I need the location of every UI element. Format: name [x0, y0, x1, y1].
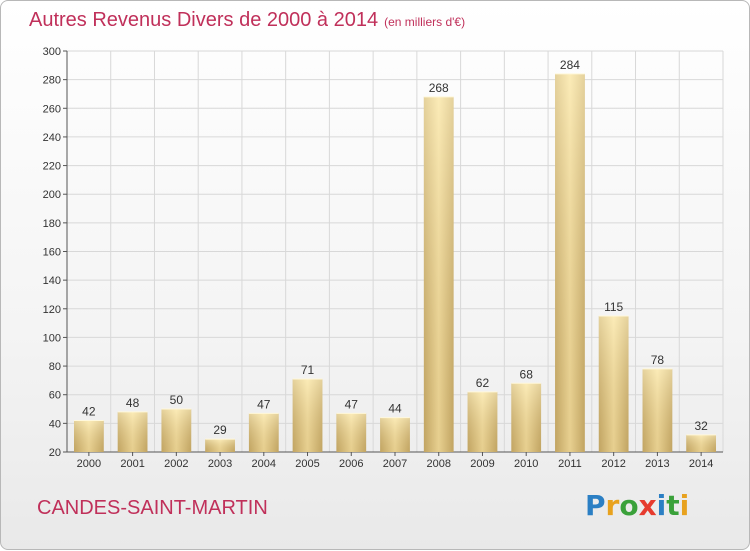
x-tick-label: 2007 — [383, 458, 407, 470]
logo-letter: i — [656, 489, 667, 522]
logo-letter: x — [638, 489, 657, 522]
y-tick-label: 220 — [43, 161, 61, 173]
y-tick-label: 280 — [43, 75, 61, 87]
tick-labels: 20 40 60 80 100 120 140 160 180 200 220 240 260 280 30… — [43, 46, 714, 470]
chart-title: Autres Revenus Divers de 2000 à 2014 (en … — [29, 9, 465, 32]
bar-shade — [598, 315, 629, 452]
bar-shade — [73, 420, 104, 452]
y-tick-label: 60 — [49, 390, 61, 402]
data-label: 71 — [301, 363, 315, 377]
x-tick-label: 2006 — [339, 458, 363, 470]
y-tick-label: 300 — [43, 46, 61, 58]
data-label: 29 — [213, 423, 227, 437]
y-tick-label: 240 — [43, 132, 61, 144]
x-tick-label: 2008 — [426, 458, 450, 470]
x-tick-label: 2011 — [558, 458, 582, 470]
bar-shade — [161, 409, 192, 452]
x-tick-label: 2014 — [689, 458, 713, 470]
data-label: 115 — [604, 300, 623, 314]
logo-letter: t — [666, 489, 680, 522]
x-tick-label: 2009 — [470, 458, 494, 470]
y-tick-label: 20 — [49, 447, 61, 459]
data-label: 62 — [476, 376, 490, 390]
data-label: 78 — [651, 353, 665, 367]
y-tick-label: 200 — [43, 189, 61, 201]
proxiti-logo: Proxiti — [585, 489, 689, 522]
x-tick-label: 2004 — [252, 458, 276, 470]
bar-shade — [686, 434, 717, 452]
y-tick-label: 80 — [49, 361, 61, 373]
data-label: 50 — [170, 393, 184, 407]
data-label: 42 — [82, 404, 96, 418]
city-name: CANDES-SAINT-MARTIN — [37, 497, 268, 519]
bar-shade — [336, 413, 367, 452]
data-label: 44 — [388, 402, 402, 416]
bar-shade — [380, 417, 410, 452]
x-tick-label: 2012 — [601, 458, 625, 470]
logo-letter: P — [585, 489, 606, 522]
y-tick-label: 260 — [43, 103, 61, 115]
x-tick-label: 2001 — [120, 458, 144, 470]
title-text: Autres Revenus Divers de 2000 à 2014 — [29, 9, 379, 31]
logo-letter: i — [679, 489, 690, 522]
x-tick-label: 2005 — [295, 458, 319, 470]
bar-shade — [511, 383, 542, 452]
bar-shade — [117, 411, 148, 452]
x-tick-label: 2002 — [164, 458, 188, 470]
data-label: 268 — [429, 81, 449, 95]
data-label: 48 — [126, 396, 140, 410]
y-tick-label: 180 — [43, 218, 61, 230]
y-tick-label: 140 — [43, 275, 61, 287]
y-tick-label: 120 — [43, 304, 61, 316]
title-subtitle: (en milliers d'€) — [384, 15, 466, 29]
y-tick-label: 100 — [43, 332, 61, 344]
bar-shade — [292, 378, 323, 452]
x-tick-label: 2010 — [514, 458, 538, 470]
data-label: 284 — [560, 58, 580, 72]
bar-labels: 42 48 50 29 47 71 47 44 268 62 68 284 115 78 32 — [82, 58, 708, 437]
bar-shade — [642, 368, 673, 452]
logo-letter: r — [605, 489, 620, 522]
y-tick-label: 160 — [43, 247, 61, 259]
bars — [73, 73, 717, 453]
x-tick-label: 2003 — [208, 458, 232, 470]
bar-shade — [423, 96, 454, 452]
bar-shade — [467, 391, 498, 452]
bar-shade — [555, 73, 585, 453]
data-label: 32 — [694, 419, 708, 433]
logo-letter: o — [619, 489, 639, 522]
data-label: 47 — [257, 397, 271, 411]
data-label: 68 — [520, 367, 534, 381]
y-tick-label: 40 — [49, 418, 61, 430]
x-tick-label: 2000 — [77, 458, 101, 470]
x-tick-label: 2013 — [645, 458, 669, 470]
bar-shade — [248, 413, 279, 452]
bar-shade — [205, 439, 235, 452]
data-label: 47 — [345, 397, 359, 411]
